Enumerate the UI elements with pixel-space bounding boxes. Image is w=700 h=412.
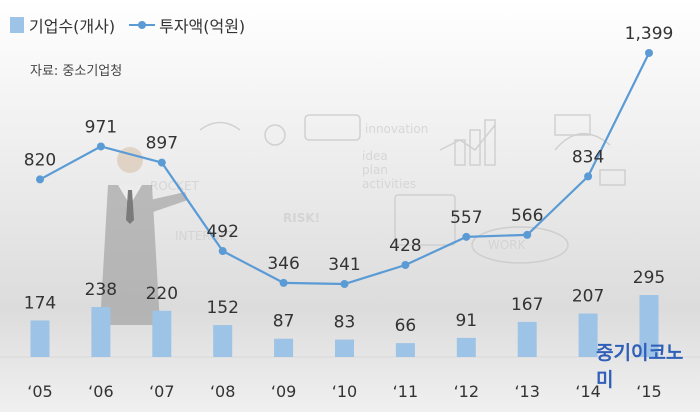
x-tick-label-3: ‘08 — [210, 382, 235, 401]
line-value-label-9: 834 — [572, 147, 604, 167]
line-value-label-10: 1,399 — [625, 24, 674, 44]
svg-text:idea: idea — [362, 149, 388, 163]
x-tick-label-9: ‘14 — [575, 382, 600, 401]
line-point-10 — [645, 49, 653, 57]
bar-value-label-7: 91 — [455, 311, 477, 331]
bar-3 — [213, 325, 233, 357]
line-point-3 — [218, 247, 227, 256]
x-tick-label-5: ‘10 — [332, 382, 357, 401]
line-value-label-0: 820 — [24, 150, 56, 170]
x-tick-label-8: ‘13 — [514, 382, 539, 401]
x-tick-label-2: ‘07 — [149, 382, 174, 401]
bar-value-label-1: 238 — [85, 280, 117, 300]
bar-value-label-5: 83 — [334, 313, 356, 333]
line-value-label-8: 566 — [511, 206, 543, 226]
bar-8 — [517, 321, 537, 357]
line-value-label-3: 492 — [206, 222, 238, 242]
line-value-label-1: 971 — [85, 117, 117, 137]
svg-text:RISK!: RISK! — [283, 211, 320, 225]
bar-value-label-10: 295 — [633, 268, 665, 288]
line-point-1 — [96, 142, 105, 151]
svg-text:activities: activities — [362, 177, 416, 191]
line-point-4 — [279, 278, 288, 287]
bar-1 — [91, 307, 111, 357]
legend-line-label: 투자액(억원) — [159, 17, 246, 36]
svg-text:plan: plan — [362, 163, 388, 177]
line-point-6 — [401, 261, 410, 270]
line-point-8 — [523, 230, 532, 239]
legend-item-bar: 기업수(개사) — [10, 13, 115, 37]
bar-value-label-2: 220 — [146, 284, 178, 304]
line-value-label-2: 897 — [146, 134, 178, 154]
line-point-7 — [462, 232, 471, 241]
brand-logo-text: 중기이코노미 — [596, 342, 684, 391]
legend-bar-swatch — [10, 17, 24, 33]
bar-7 — [456, 337, 476, 357]
x-tick-label-1: ‘06 — [88, 382, 113, 401]
bar-9 — [578, 313, 598, 357]
line-value-label-6: 428 — [389, 236, 421, 256]
line-point-5 — [340, 280, 349, 288]
svg-text:innovation: innovation — [365, 122, 428, 136]
line-value-label-4: 346 — [267, 254, 299, 274]
x-tick-label-7: ‘12 — [454, 382, 479, 401]
legend-bar-label: 기업수(개사) — [29, 17, 116, 36]
line-value-label-5: 341 — [328, 255, 360, 275]
line-point-2 — [157, 158, 166, 167]
bar-value-label-8: 167 — [511, 295, 543, 315]
svg-text:ROCKET: ROCKET — [150, 179, 200, 193]
bar-value-label-9: 207 — [572, 287, 604, 307]
bar-6 — [395, 343, 415, 357]
bar-value-label-0: 174 — [24, 293, 56, 313]
bar-10 — [639, 295, 659, 357]
chart-legend: 기업수(개사) 투자액(억원) — [10, 12, 259, 38]
bar-0 — [30, 320, 50, 357]
x-tick-label-0: ‘05 — [27, 382, 52, 401]
line-point-0 — [36, 175, 44, 184]
x-tick-label-10: ‘15 — [636, 382, 661, 401]
line-series-path — [39, 52, 650, 286]
bar-value-label-6: 66 — [395, 316, 417, 336]
bar-5 — [335, 339, 354, 357]
line-value-label-7: 557 — [450, 208, 482, 228]
x-tick-label-4: ‘09 — [271, 382, 296, 401]
bar-2 — [152, 310, 172, 357]
bar-value-label-4: 87 — [273, 312, 295, 332]
x-tick-label-6: ‘11 — [393, 382, 418, 401]
bar-4 — [274, 338, 294, 357]
line-point-9 — [584, 172, 593, 181]
legend-item-line: 투자액(억원) — [129, 13, 245, 37]
svg-text:WORK: WORK — [488, 238, 527, 252]
source-note: 자료: 중소기업청 — [30, 64, 123, 79]
svg-text:INTERNET: INTERNET — [175, 229, 235, 243]
legend-line-swatch — [129, 17, 156, 33]
bar-value-label-3: 152 — [206, 298, 238, 318]
